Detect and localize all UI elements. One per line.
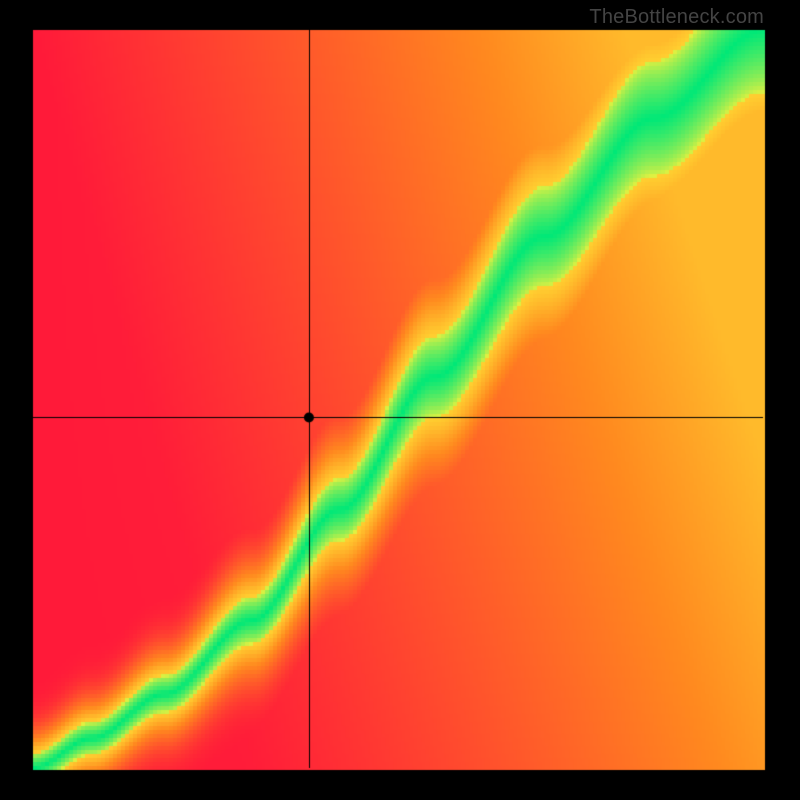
chart-container: TheBottleneck.com bbox=[0, 0, 800, 800]
heatmap-canvas bbox=[0, 0, 800, 800]
watermark: TheBottleneck.com bbox=[589, 6, 764, 29]
